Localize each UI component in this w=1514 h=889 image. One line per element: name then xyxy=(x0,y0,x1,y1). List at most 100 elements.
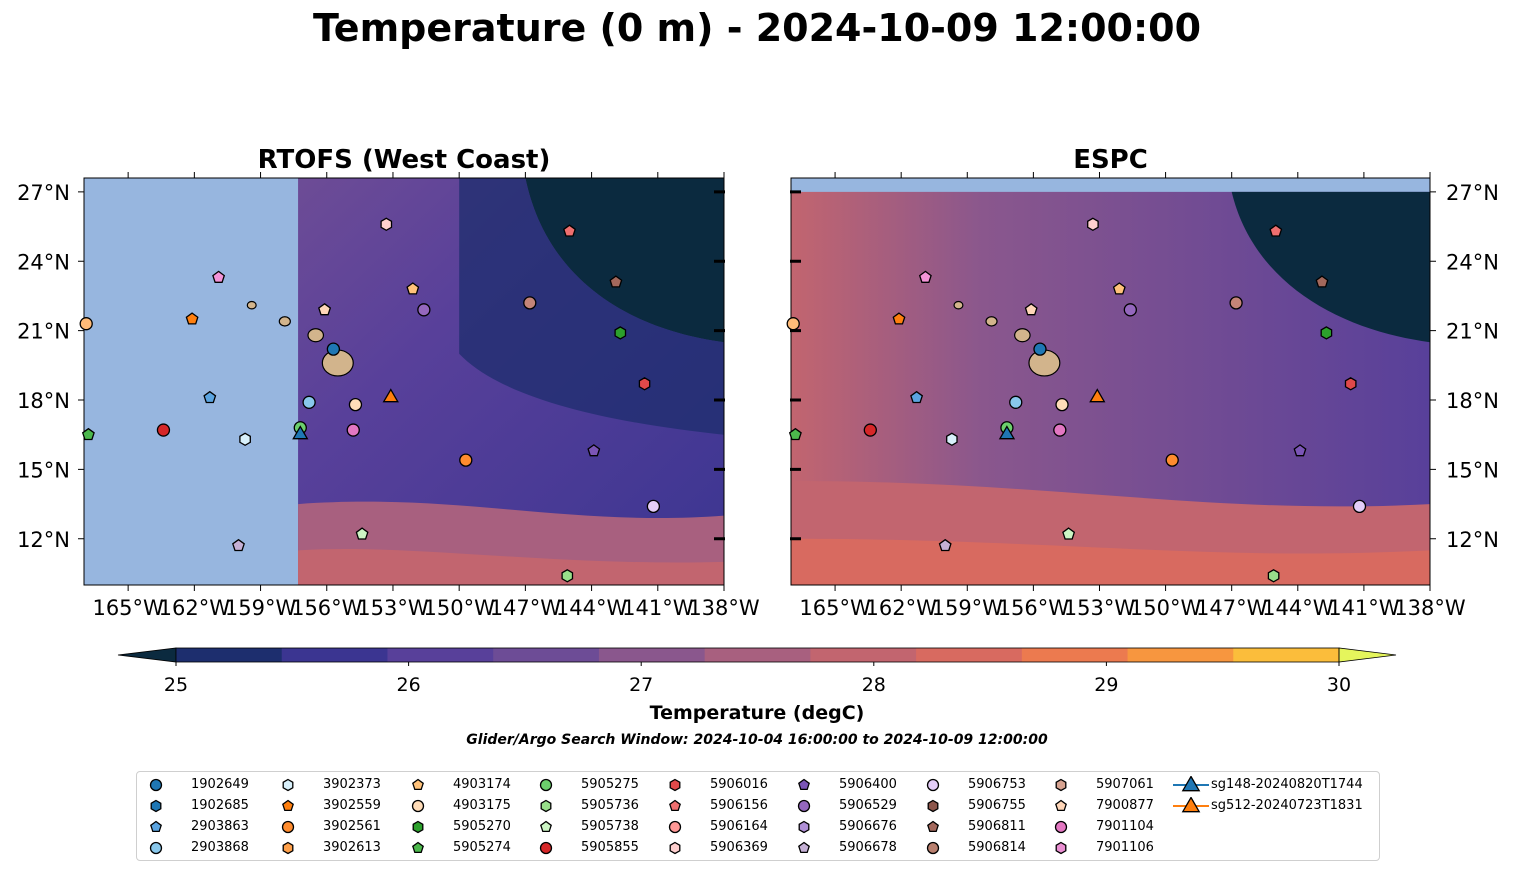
float-marker xyxy=(646,499,661,514)
legend-swatch xyxy=(411,799,425,813)
y-tick-label: 27°N xyxy=(1446,181,1499,205)
float-marker xyxy=(203,390,217,404)
float-marker xyxy=(1229,296,1243,310)
legend-marker xyxy=(798,841,810,854)
x-tick-label: 165°W xyxy=(799,596,871,620)
x-tick-label: 138°W xyxy=(688,596,760,620)
colorbar-segment xyxy=(810,648,917,662)
x-tick-label: 165°W xyxy=(92,596,164,620)
float-marker xyxy=(355,527,369,540)
legend-marker xyxy=(411,799,425,813)
legend-swatch xyxy=(1054,820,1068,834)
legend-swatch xyxy=(926,778,940,792)
legend-marker xyxy=(1181,776,1201,792)
float-marker xyxy=(1053,423,1067,437)
legend-label: 5905855 xyxy=(581,840,639,855)
colorbar-segment xyxy=(1021,648,1129,662)
legend-marker xyxy=(927,799,939,813)
colorbar-segment xyxy=(493,648,600,662)
colorbar-segment xyxy=(916,648,1023,662)
espc-map-panel: ESPC165°W162°W159°W156°W153°W150°W147°W1… xyxy=(786,145,1499,620)
legend-label: 3902561 xyxy=(323,819,381,834)
chart-title: Temperature (0 m) - 2024-10-09 12:00:00 xyxy=(312,6,1202,50)
search-window-note: Glider/Argo Search Window: 2024-10-04 16… xyxy=(466,732,1048,748)
float-marker xyxy=(1123,303,1137,317)
legend-swatch xyxy=(798,841,810,854)
float-marker xyxy=(156,423,171,437)
y-tick-label: 24°N xyxy=(17,250,70,274)
float-marker xyxy=(638,377,651,391)
float-marker xyxy=(523,296,537,310)
map-frame xyxy=(790,177,1431,586)
legend-swatch xyxy=(150,799,162,813)
island-2 xyxy=(278,316,291,327)
legend-label: 4903174 xyxy=(453,777,511,792)
legend-swatch xyxy=(150,820,162,833)
colorbar-tick-label: 29 xyxy=(1094,674,1118,696)
float-marker xyxy=(1055,397,1069,412)
y-tick-label: 15°N xyxy=(17,458,70,482)
legend-swatch xyxy=(540,820,552,833)
legend-label: 5906811 xyxy=(968,819,1026,834)
colorbar-segment xyxy=(387,648,494,662)
cool-band xyxy=(459,178,724,435)
map-frame xyxy=(83,177,725,586)
float-marker xyxy=(346,423,360,437)
no-data-strip xyxy=(791,178,1430,192)
float-marker xyxy=(326,342,341,356)
colorbar-tick-label: 26 xyxy=(397,674,421,696)
legend-marker xyxy=(1181,797,1201,813)
island-1 xyxy=(307,328,325,343)
float-marker xyxy=(1087,217,1099,232)
legend-marker xyxy=(926,841,940,855)
legend-marker xyxy=(540,799,552,813)
x-tick-label: 141°W xyxy=(1328,596,1400,620)
legend-marker xyxy=(1054,820,1068,834)
legend-label: 3902613 xyxy=(323,840,381,855)
colorbar-segment xyxy=(1127,648,1234,662)
island-1 xyxy=(1014,328,1031,343)
float-marker xyxy=(563,224,576,237)
y-tick-label: 27°N xyxy=(17,181,70,205)
legend-swatch xyxy=(540,799,552,813)
colorbar-segment xyxy=(176,648,283,662)
colorbar-label: Temperature (degC) xyxy=(650,702,865,724)
legend-marker xyxy=(149,841,163,855)
x-tick-label: 153°W xyxy=(357,596,429,620)
legend-marker xyxy=(798,778,810,791)
colorbar-segment xyxy=(1233,648,1340,662)
float-marker xyxy=(561,569,574,583)
legend-swatch xyxy=(797,799,811,813)
float-marker xyxy=(318,302,332,316)
legend-marker xyxy=(150,799,162,813)
legend-label: 3902373 xyxy=(323,777,381,792)
legend-swatch xyxy=(669,778,681,792)
x-tick-label: 150°W xyxy=(1130,596,1202,620)
float-marker xyxy=(1009,395,1023,409)
y-tick-label: 21°N xyxy=(1446,320,1499,344)
legend-marker xyxy=(927,820,939,833)
float-marker xyxy=(79,317,93,331)
legend-label: 5905270 xyxy=(453,819,511,834)
legend-marker xyxy=(412,841,424,854)
float-marker xyxy=(459,453,473,467)
float-marker xyxy=(1269,224,1283,237)
colorbar-min-extend xyxy=(117,647,177,663)
legend-label: 5906755 xyxy=(968,798,1026,813)
colorbar-max-extend xyxy=(1338,647,1397,663)
float-marker xyxy=(81,427,95,441)
legend-swatch xyxy=(412,778,424,791)
legend-marker xyxy=(282,778,294,792)
x-tick-label: 141°W xyxy=(622,596,694,620)
legend-label: 5906753 xyxy=(968,777,1026,792)
legend-swatch xyxy=(1055,841,1067,855)
x-tick-label: 156°W xyxy=(291,596,363,620)
legend-label: 5905736 xyxy=(581,798,639,813)
legend-label: sg512-20240723T1831 xyxy=(1211,798,1363,813)
legend-label: 2903868 xyxy=(191,840,249,855)
float-marker xyxy=(1352,499,1367,514)
legend-swatch xyxy=(539,841,553,855)
float-marker xyxy=(614,326,627,340)
float-marker xyxy=(1320,326,1333,340)
